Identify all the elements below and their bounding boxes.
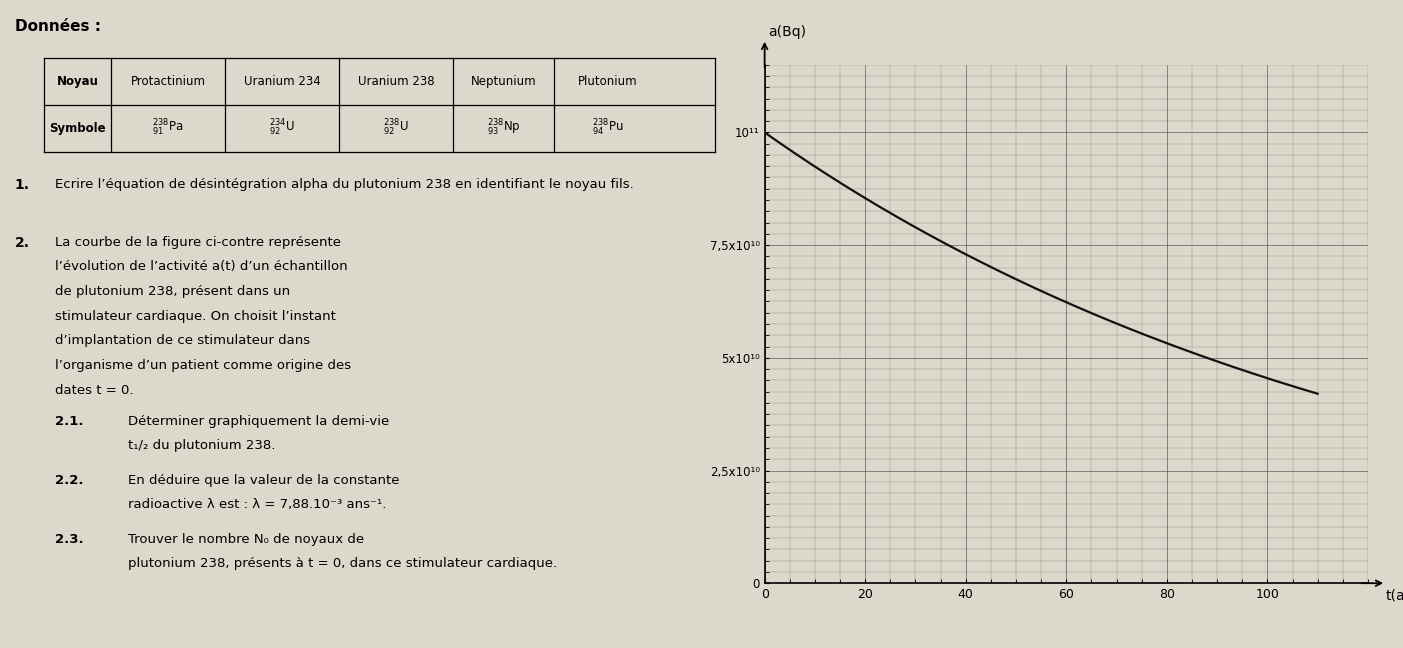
Text: t₁/₂ du plutonium 238.: t₁/₂ du plutonium 238. xyxy=(128,439,275,452)
Text: $^{238}_{92}$U: $^{238}_{92}$U xyxy=(383,118,410,139)
Text: Neptunium: Neptunium xyxy=(471,75,536,88)
Text: Ecrire l’équation de désintégration alpha du plutonium 238 en identifiant le noy: Ecrire l’équation de désintégration alph… xyxy=(55,178,634,191)
Text: 1.: 1. xyxy=(14,178,29,192)
Text: Uranium 238: Uranium 238 xyxy=(358,75,435,88)
Text: Plutonium: Plutonium xyxy=(578,75,637,88)
Text: stimulateur cardiaque. On choisit l’instant: stimulateur cardiaque. On choisit l’inst… xyxy=(55,310,335,323)
Text: radioactive λ est : λ = 7,88.10⁻³ ans⁻¹.: radioactive λ est : λ = 7,88.10⁻³ ans⁻¹. xyxy=(128,498,386,511)
Text: $^{238}_{91}$Pa: $^{238}_{91}$Pa xyxy=(152,118,184,139)
Text: Protactinium: Protactinium xyxy=(130,75,205,88)
Text: $^{234}_{92}$U: $^{234}_{92}$U xyxy=(269,118,295,139)
Text: dates t = 0.: dates t = 0. xyxy=(55,384,133,397)
Text: 2.2.: 2.2. xyxy=(55,474,83,487)
Text: 2.3.: 2.3. xyxy=(55,533,83,546)
Text: 2.: 2. xyxy=(14,236,29,250)
Text: t(ans): t(ans) xyxy=(1386,588,1403,603)
Text: a(Bq): a(Bq) xyxy=(767,25,805,39)
Text: En déduire que la valeur de la constante: En déduire que la valeur de la constante xyxy=(128,474,400,487)
Text: d’implantation de ce stimulateur dans: d’implantation de ce stimulateur dans xyxy=(55,334,310,347)
Text: l’organisme d’un patient comme origine des: l’organisme d’un patient comme origine d… xyxy=(55,359,351,372)
Text: Symbole: Symbole xyxy=(49,122,105,135)
Text: plutonium 238, présents à t = 0, dans ce stimulateur cardiaque.: plutonium 238, présents à t = 0, dans ce… xyxy=(128,557,557,570)
Text: Uranium 234: Uranium 234 xyxy=(244,75,320,88)
Text: 2.1.: 2.1. xyxy=(55,415,83,428)
Text: La courbe de la figure ci-contre représente: La courbe de la figure ci-contre représe… xyxy=(55,236,341,249)
Text: l’évolution de l’activité a(t) d’un échantillon: l’évolution de l’activité a(t) d’un écha… xyxy=(55,260,348,273)
Text: Trouver le nombre N₀ de noyaux de: Trouver le nombre N₀ de noyaux de xyxy=(128,533,363,546)
Text: Déterminer graphiquement la demi-vie: Déterminer graphiquement la demi-vie xyxy=(128,415,389,428)
Text: Données :: Données : xyxy=(14,19,101,34)
Text: Noyau: Noyau xyxy=(56,75,98,88)
Text: de plutonium 238, présent dans un: de plutonium 238, présent dans un xyxy=(55,285,290,298)
Text: $^{238}_{94}$Pu: $^{238}_{94}$Pu xyxy=(592,118,623,139)
Text: $^{238}_{93}$Np: $^{238}_{93}$Np xyxy=(487,118,521,139)
